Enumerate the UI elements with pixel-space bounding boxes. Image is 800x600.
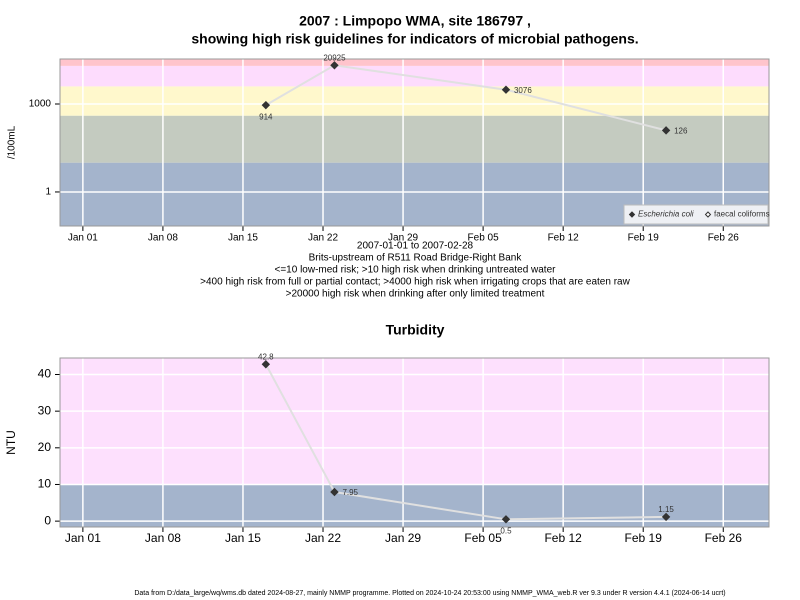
subtitle: <=10 low-med risk; >10 high risk when dr… xyxy=(275,265,557,276)
series-line xyxy=(264,363,667,521)
subtitle: 2007-01-01 to 2007-02-28 xyxy=(357,241,474,252)
data-point xyxy=(330,487,339,497)
data-label: 20925 xyxy=(323,53,346,62)
x-tick-label: Jan 01 xyxy=(65,531,101,545)
legend-box xyxy=(623,204,769,225)
data-point xyxy=(501,85,511,94)
data-point xyxy=(261,360,271,369)
y-tick-label: 10 xyxy=(38,477,52,491)
x-tick-label: Feb 19 xyxy=(625,531,663,545)
data-label: 0.5 xyxy=(500,526,512,535)
x-tick-label: Jan 15 xyxy=(228,233,258,244)
x-tick-label: Jan 08 xyxy=(148,233,178,244)
chart-title: Turbidity xyxy=(386,322,445,338)
risk-band xyxy=(60,86,769,116)
y-axis-label: NTU xyxy=(4,430,18,455)
data-point xyxy=(330,61,339,70)
y-tick-label: 0 xyxy=(44,513,51,527)
data-label: 914 xyxy=(259,112,273,121)
data-point xyxy=(661,126,671,135)
y-tick-label: 1000 xyxy=(29,99,52,110)
chart-title: showing high risk guidelines for indicat… xyxy=(191,31,638,47)
data-label: 42.8 xyxy=(258,352,274,361)
risk-band xyxy=(60,358,769,485)
y-tick-label: 1 xyxy=(45,187,51,198)
x-tick-label: Jan 29 xyxy=(385,531,421,545)
plot-frame xyxy=(59,357,770,528)
y-axis-label: /100mL xyxy=(7,125,18,159)
x-tick-label: Feb 05 xyxy=(468,233,500,244)
x-tick-label: Jan 15 xyxy=(225,531,261,545)
data-label: 1.15 xyxy=(658,505,674,514)
x-tick-label: Feb 05 xyxy=(464,531,502,545)
data-point xyxy=(661,512,671,522)
subtitle: Brits-upstream of R511 Road Bridge-Right… xyxy=(309,253,523,264)
x-tick-label: Feb 19 xyxy=(628,233,660,244)
data-label: 3076 xyxy=(514,86,532,95)
legend-label: Escherichia coli xyxy=(638,210,694,219)
subtitle: >20000 high risk when drinking after onl… xyxy=(286,289,545,300)
x-tick-label: Jan 22 xyxy=(308,233,338,244)
risk-band xyxy=(60,115,769,163)
plot-frame xyxy=(59,58,770,227)
legend-label: faecal coliforms xyxy=(714,210,770,219)
footer: Data from D:/data_large/wq/wms.db dated … xyxy=(134,590,725,597)
x-tick-label: Jan 29 xyxy=(388,233,418,244)
data-label: 126 xyxy=(674,126,688,135)
x-tick-label: Feb 26 xyxy=(708,233,740,244)
data-label: 7.95 xyxy=(342,488,358,497)
risk-band xyxy=(60,59,769,66)
subtitle: >400 high risk from full or partial cont… xyxy=(200,277,630,288)
x-tick-label: Feb 26 xyxy=(705,531,743,545)
x-tick-label: Feb 12 xyxy=(548,233,580,244)
x-tick-label: Feb 12 xyxy=(544,531,582,545)
x-tick-label: Jan 01 xyxy=(68,233,98,244)
x-tick-label: Jan 08 xyxy=(145,531,181,545)
series-line xyxy=(265,64,667,132)
data-point xyxy=(501,515,511,524)
y-tick-label: 40 xyxy=(38,367,52,381)
chart-title: 2007 : Limpopo WMA, site 186797 , xyxy=(299,13,531,29)
legend-marker xyxy=(628,211,636,218)
legend-marker xyxy=(704,211,712,218)
y-tick-label: 30 xyxy=(38,403,52,417)
data-point xyxy=(261,100,271,110)
y-tick-label: 20 xyxy=(38,440,52,454)
x-tick-label: Jan 22 xyxy=(305,531,341,545)
